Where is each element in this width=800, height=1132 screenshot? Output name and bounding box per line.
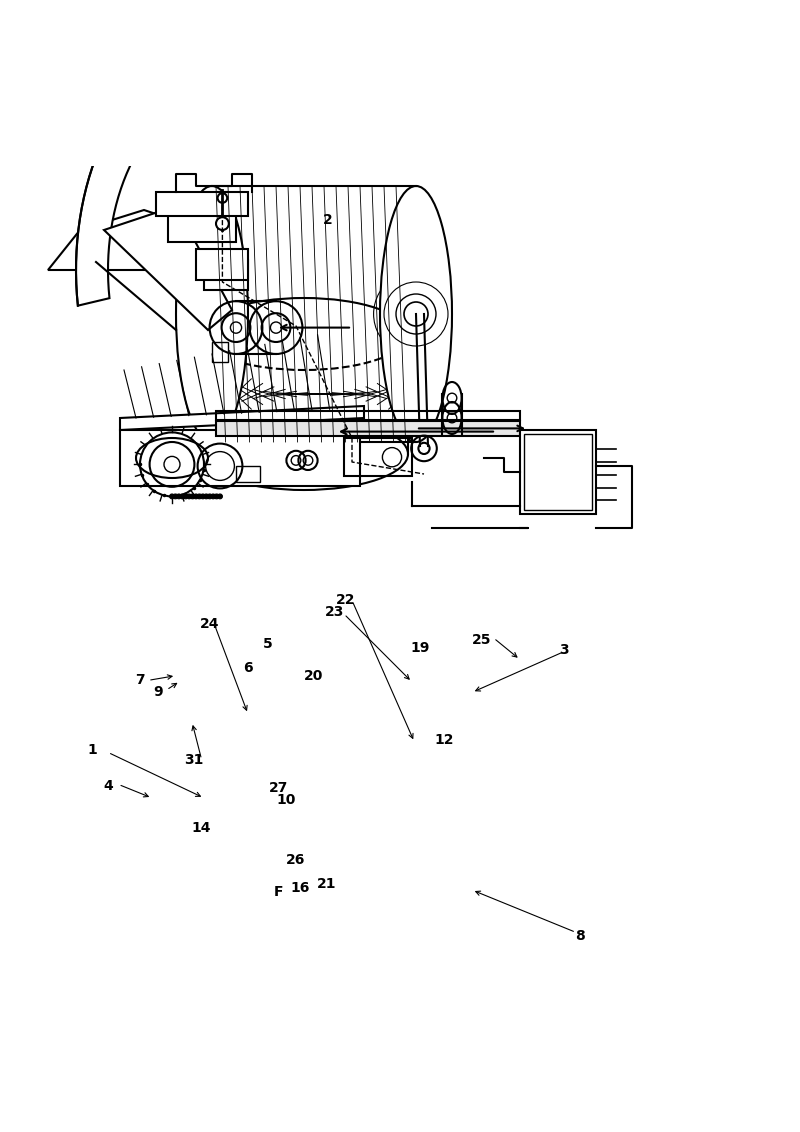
Text: 2: 2 [323, 214, 333, 228]
Bar [204, 259, 248, 290]
Polygon shape [104, 206, 232, 331]
Text: 31: 31 [184, 753, 203, 766]
Circle shape [216, 217, 229, 230]
Ellipse shape [380, 186, 452, 441]
Circle shape [183, 494, 188, 499]
Text: 26: 26 [286, 854, 306, 867]
Ellipse shape [176, 186, 248, 441]
Text: 12: 12 [434, 734, 454, 747]
Text: 7: 7 [135, 674, 145, 687]
Text: 3: 3 [559, 643, 569, 657]
Circle shape [177, 494, 182, 499]
Circle shape [180, 494, 185, 499]
Text: 27: 27 [269, 781, 288, 796]
Circle shape [201, 494, 206, 499]
Text: 24: 24 [200, 617, 219, 631]
Text: 23: 23 [325, 606, 344, 619]
Circle shape [186, 494, 191, 499]
Text: 1: 1 [87, 743, 97, 757]
Text: 19: 19 [410, 642, 430, 655]
Text: 4: 4 [103, 779, 113, 794]
Bar [196, 249, 248, 280]
Bar [236, 466, 260, 482]
Circle shape [170, 494, 174, 499]
Circle shape [190, 494, 195, 499]
Text: 8: 8 [575, 928, 585, 943]
Text: 10: 10 [277, 794, 296, 807]
Text: 6: 6 [243, 661, 253, 675]
Circle shape [218, 494, 222, 499]
Circle shape [194, 494, 198, 499]
Text: 5: 5 [263, 637, 273, 651]
Text: 9: 9 [154, 685, 163, 700]
Circle shape [173, 494, 178, 499]
Circle shape [197, 494, 202, 499]
Bar [344, 438, 412, 477]
Polygon shape [120, 406, 364, 430]
Bar [216, 411, 520, 420]
Bar [168, 206, 236, 242]
Polygon shape [48, 206, 232, 271]
Text: 21: 21 [317, 877, 336, 891]
Text: F: F [274, 885, 283, 900]
Circle shape [210, 494, 215, 499]
Circle shape [214, 494, 219, 499]
Polygon shape [76, 42, 318, 306]
Text: 14: 14 [192, 821, 211, 834]
Bar [216, 421, 520, 436]
Text: 20: 20 [304, 669, 323, 684]
Text: 22: 22 [336, 593, 355, 608]
Bar [212, 342, 228, 362]
Circle shape [204, 494, 209, 499]
Bar [520, 430, 596, 514]
Text: 25: 25 [472, 633, 491, 646]
Bar [156, 192, 248, 216]
Bar [120, 430, 360, 486]
Text: 16: 16 [290, 882, 310, 895]
Bar [524, 434, 592, 511]
Circle shape [207, 494, 212, 499]
